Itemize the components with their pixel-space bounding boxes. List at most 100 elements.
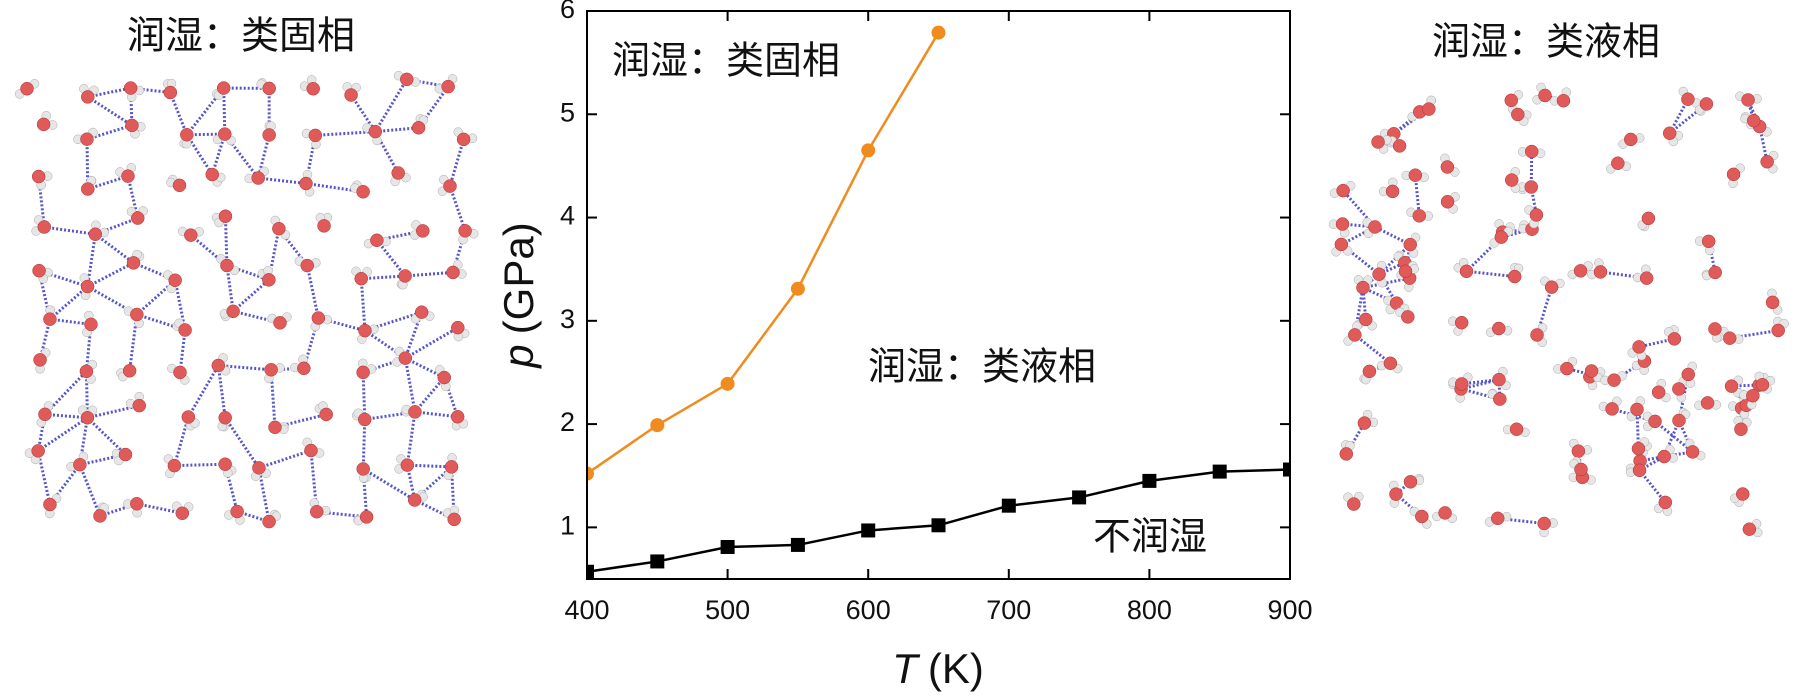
- oxygen: [262, 514, 276, 529]
- hydrogen-bond: [178, 329, 187, 373]
- oxygen: [31, 169, 46, 184]
- y-label-symbol: p: [495, 344, 542, 369]
- oxygen: [1584, 364, 1599, 378]
- oxygen: [1755, 378, 1770, 392]
- hydrogen-bond: [403, 357, 417, 413]
- oxygen: [443, 179, 457, 193]
- oxygen: [1438, 506, 1452, 520]
- oxygen: [1708, 265, 1722, 280]
- oxygen: [1632, 463, 1647, 478]
- x-axis-label: T (K): [892, 645, 984, 692]
- hydrogen-bond: [361, 419, 367, 469]
- oxygen: [1742, 522, 1757, 536]
- y-tick-label: 3: [560, 304, 575, 334]
- oxygen: [1648, 414, 1662, 429]
- oxygen: [451, 320, 465, 335]
- oxygen: [1440, 195, 1455, 209]
- oxygen: [1529, 208, 1544, 222]
- oxygen: [1544, 280, 1559, 294]
- oxygen: [398, 351, 413, 365]
- x-tick-label: 800: [1127, 595, 1172, 625]
- oxygen: [1593, 265, 1608, 279]
- oxygen: [408, 405, 422, 419]
- oxygen: [262, 128, 276, 142]
- oxygen: [1371, 135, 1385, 149]
- hydrogen-bond: [362, 467, 416, 502]
- marker: [650, 418, 665, 433]
- oxygen: [1415, 509, 1429, 524]
- oxygen: [1493, 392, 1507, 406]
- oxygen: [1492, 372, 1506, 387]
- hydrogen-bond: [448, 138, 466, 187]
- oxygen: [178, 323, 192, 337]
- hydrogen-bond: [267, 228, 281, 281]
- plot-frame: [586, 10, 1291, 580]
- hydrogen-bond: [78, 464, 102, 517]
- hydrogen-bond: [1413, 175, 1421, 216]
- hydrogen-bond: [48, 285, 89, 321]
- oxygen: [1440, 160, 1455, 174]
- y-tick-label: 6: [560, 0, 575, 24]
- hydrogen-bond: [1394, 480, 1412, 496]
- marker: [1072, 490, 1087, 505]
- y-tick-label: 1: [560, 510, 575, 540]
- oxygen: [1403, 237, 1417, 252]
- oxygen: [368, 124, 383, 139]
- oxygen: [43, 497, 57, 512]
- oxygen: [344, 88, 358, 102]
- hydrogen-bond: [232, 278, 270, 313]
- y-tick-label: 2: [560, 407, 575, 437]
- marker: [931, 518, 946, 533]
- oxygen: [1735, 487, 1750, 501]
- oxygen: [80, 411, 95, 425]
- oxygen: [358, 323, 372, 338]
- oxygen: [1368, 220, 1382, 234]
- hydrogen-bond: [405, 411, 417, 466]
- hydrogen-bond: [86, 95, 133, 127]
- oxygen: [297, 361, 311, 376]
- oxygen: [123, 81, 138, 95]
- hydrogen-bond: [361, 274, 406, 281]
- hydrogen-bond: [257, 467, 271, 522]
- oxygen: [220, 258, 234, 273]
- marker: [720, 539, 735, 554]
- oxygen: [81, 90, 95, 104]
- oxygen: [444, 460, 459, 474]
- oxygen: [1490, 511, 1505, 526]
- hydrogen-bond: [305, 265, 320, 319]
- marker: [1283, 462, 1290, 477]
- oxygen: [218, 209, 233, 223]
- x-tick-label: 600: [846, 595, 891, 625]
- marker: [790, 281, 805, 296]
- oxygen: [1348, 328, 1362, 342]
- oxygen: [1357, 416, 1372, 430]
- oxygen: [1630, 402, 1644, 417]
- oxygen: [1771, 323, 1785, 338]
- oxygen: [1734, 422, 1748, 436]
- hydrogen-bond: [1638, 469, 1667, 504]
- oxygen: [1573, 264, 1588, 278]
- right-snapshot: [1328, 82, 1789, 538]
- x-tick-label: 400: [564, 595, 609, 625]
- oxygen: [1454, 315, 1469, 330]
- oxygen: [38, 407, 52, 422]
- hydrogen-bond: [361, 372, 367, 420]
- oxygen: [1571, 444, 1586, 458]
- marker: [720, 376, 735, 391]
- oxygen: [31, 444, 45, 458]
- oxygen: [168, 273, 182, 288]
- y-label-unit: (GPa): [495, 222, 542, 334]
- oxygen: [1741, 93, 1755, 107]
- hydrogen-bond: [94, 216, 139, 236]
- oxygen: [180, 127, 194, 142]
- annotation: 润湿：类固相: [612, 39, 840, 83]
- y-tick-label: 4: [560, 201, 575, 231]
- oxygen: [132, 398, 146, 413]
- hydrogen-bond: [210, 133, 227, 175]
- oxygen: [1722, 331, 1737, 345]
- oxygen: [264, 363, 278, 377]
- oxygen: [1708, 322, 1722, 336]
- hydrogen-bond: [185, 133, 214, 176]
- oxygen: [304, 443, 318, 458]
